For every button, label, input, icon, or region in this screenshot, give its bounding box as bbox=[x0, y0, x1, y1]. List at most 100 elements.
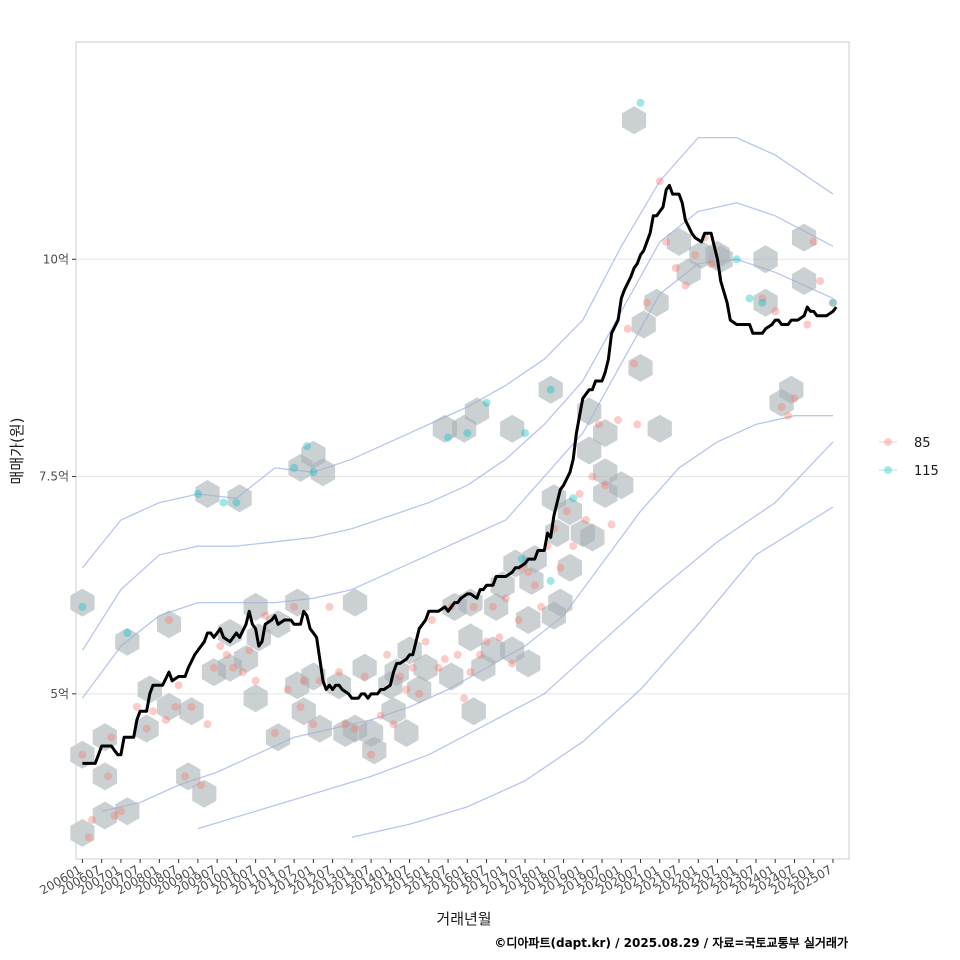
point-85-11 bbox=[165, 616, 173, 624]
point-85-30 bbox=[299, 676, 308, 685]
hexbin-92 bbox=[753, 245, 778, 274]
point-85-5 bbox=[110, 811, 119, 820]
hexbin-48 bbox=[432, 414, 457, 443]
point-85-12 bbox=[171, 702, 180, 711]
point-85-44 bbox=[408, 663, 417, 672]
point-115-10 bbox=[482, 398, 491, 407]
hexbin-26 bbox=[285, 588, 310, 617]
hexbin-60 bbox=[500, 414, 525, 443]
point-85-71 bbox=[575, 490, 584, 498]
point-85-17 bbox=[203, 720, 212, 729]
point-115-17 bbox=[732, 255, 741, 264]
panel-border bbox=[75, 41, 850, 860]
point-85-55 bbox=[476, 650, 485, 659]
point-85-84 bbox=[671, 264, 680, 272]
point-85-74 bbox=[594, 420, 603, 429]
hexbin-55 bbox=[464, 397, 490, 426]
hexbin-54 bbox=[461, 697, 486, 726]
point-85-73 bbox=[588, 472, 597, 481]
median-line bbox=[82, 183, 838, 765]
point-85-41 bbox=[389, 720, 398, 729]
median-price-line bbox=[82, 183, 838, 765]
point-85-34 bbox=[335, 668, 343, 677]
hexbin-47 bbox=[413, 653, 438, 682]
hexbin-40 bbox=[362, 736, 387, 765]
point-85-70 bbox=[569, 542, 578, 551]
point-85-8 bbox=[142, 724, 151, 733]
point-85-88 bbox=[707, 259, 716, 268]
point-115-5 bbox=[290, 463, 299, 472]
density-contour-4 bbox=[197, 441, 834, 830]
hexbin-33 bbox=[310, 458, 336, 487]
hexbin-63 bbox=[516, 649, 541, 678]
point-85-89 bbox=[758, 294, 767, 303]
source-caption: ©디아파트(dapt.kr) / 2025.08.29 / 자료=국토교통부 실… bbox=[494, 935, 848, 950]
point-85-2 bbox=[88, 815, 96, 824]
hexbin-83 bbox=[628, 353, 653, 382]
point-85-54 bbox=[469, 602, 478, 611]
point-85-35 bbox=[341, 720, 350, 729]
hexbin-14 bbox=[192, 779, 217, 808]
hexbin-29 bbox=[291, 697, 316, 726]
x-axis-title: 거래년월 bbox=[436, 910, 491, 928]
hexbin-97 bbox=[792, 267, 817, 295]
hexbin-62 bbox=[503, 549, 528, 578]
point-85-63 bbox=[524, 568, 533, 577]
point-85-46 bbox=[421, 637, 430, 646]
scatter-points bbox=[78, 98, 837, 842]
hexbin-71 bbox=[548, 588, 573, 617]
legend-label-85: 85 bbox=[914, 436, 931, 451]
point-85-39 bbox=[376, 711, 385, 720]
point-115-6 bbox=[302, 442, 311, 451]
point-85-40 bbox=[383, 650, 392, 659]
point-115-2 bbox=[193, 490, 202, 498]
point-85-57 bbox=[489, 602, 497, 611]
point-85-59 bbox=[501, 594, 510, 603]
point-85-1 bbox=[84, 833, 93, 842]
point-115-0 bbox=[78, 602, 87, 611]
point-85-38 bbox=[367, 750, 376, 759]
hexbin-76 bbox=[577, 436, 602, 465]
point-85-36 bbox=[351, 724, 359, 733]
point-85-58 bbox=[495, 633, 504, 642]
point-85-49 bbox=[440, 655, 449, 664]
point-115-18 bbox=[745, 294, 754, 303]
point-115-13 bbox=[569, 494, 578, 503]
point-85-75 bbox=[601, 481, 610, 490]
hexbin-4 bbox=[92, 762, 117, 791]
hexbin-10 bbox=[156, 610, 182, 639]
point-115-1 bbox=[123, 629, 132, 637]
hexbin-21 bbox=[243, 684, 268, 713]
hexbin-32 bbox=[307, 714, 332, 743]
density-contour-3 bbox=[101, 415, 833, 812]
point-85-64 bbox=[530, 581, 539, 590]
point-85-26 bbox=[270, 729, 279, 737]
point-85-20 bbox=[222, 650, 231, 659]
point-115-15 bbox=[517, 555, 526, 564]
hexbin-93 bbox=[753, 288, 778, 317]
y-axis-title: 매매가(원) bbox=[8, 418, 26, 485]
hexbin-87 bbox=[666, 227, 692, 256]
point-85-31 bbox=[309, 720, 318, 729]
point-85-76 bbox=[607, 520, 616, 529]
point-85-48 bbox=[434, 663, 443, 672]
hexbin-52 bbox=[458, 623, 483, 652]
point-85-90 bbox=[771, 307, 780, 316]
point-85-22 bbox=[238, 668, 247, 677]
point-85-65 bbox=[537, 602, 546, 611]
point-85-97 bbox=[829, 298, 837, 307]
point-85-52 bbox=[460, 694, 469, 703]
point-85-45 bbox=[415, 689, 424, 698]
hexbin-20 bbox=[233, 645, 259, 674]
point-85-91 bbox=[777, 403, 786, 411]
point-85-72 bbox=[582, 516, 590, 524]
y-tick-label-0: 5억 bbox=[50, 687, 69, 701]
point-85-92 bbox=[784, 411, 793, 420]
point-115-11 bbox=[521, 429, 529, 438]
point-115-9 bbox=[463, 429, 472, 438]
point-85-81 bbox=[642, 298, 651, 307]
point-85-10 bbox=[161, 715, 170, 724]
point-85-18 bbox=[209, 663, 218, 672]
y-tick-label-1: 7.5억 bbox=[39, 470, 69, 484]
hexbin-8 bbox=[134, 714, 159, 743]
